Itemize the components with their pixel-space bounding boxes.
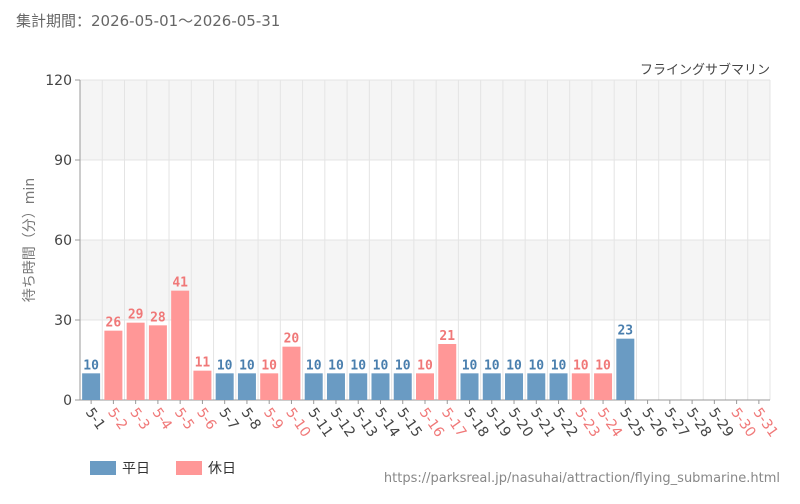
x-tick-label: 5-8: [238, 405, 264, 433]
bar-value-label: 10: [395, 358, 411, 373]
grid-band: [80, 80, 770, 160]
bar: [82, 373, 100, 400]
bar: [461, 373, 479, 400]
bar-value-label: 10: [506, 358, 522, 373]
legend: 平日 休日: [90, 458, 236, 478]
bar-value-label: 10: [595, 358, 611, 373]
legend-item-weekday: 平日: [90, 458, 150, 478]
legend-swatch-holiday: [176, 461, 202, 475]
bar-value-label: 10: [484, 358, 500, 373]
y-tick-label: 0: [63, 393, 72, 409]
x-tick-label: 5-6: [193, 405, 219, 433]
legend-label-holiday: 休日: [208, 458, 236, 478]
bar-value-label: 10: [373, 358, 389, 373]
x-tick-label: 5-31: [750, 405, 781, 440]
bar-value-label: 26: [106, 316, 122, 331]
x-tick-label: 5-2: [104, 405, 130, 433]
bar-value-label: 10: [528, 358, 544, 373]
y-axis-label: 待ち時間（分）min: [22, 178, 38, 302]
bar-value-label: 10: [261, 358, 277, 373]
bar: [171, 291, 189, 400]
bar: [371, 373, 389, 400]
bar-value-label: 10: [551, 358, 567, 373]
bar: [305, 373, 323, 400]
bar: [260, 373, 278, 400]
bar-value-label: 28: [150, 310, 166, 325]
chart-title: フライングサブマリン: [640, 62, 770, 78]
bar-value-label: 10: [462, 358, 478, 373]
bar-value-label: 10: [217, 358, 233, 373]
legend-item-holiday: 休日: [176, 458, 236, 478]
bar-value-label: 10: [239, 358, 255, 373]
source-url: https://parksreal.jp/nasuhai/attraction/…: [384, 471, 780, 486]
bar: [327, 373, 345, 400]
bar: [594, 373, 612, 400]
y-tick-label: 120: [45, 73, 72, 89]
bar: [616, 339, 634, 400]
bar-value-label: 10: [573, 358, 589, 373]
bar: [104, 331, 122, 400]
bar-value-label: 23: [617, 324, 633, 339]
x-tick-label: 5-7: [215, 405, 241, 433]
bar: [438, 344, 456, 400]
y-tick-label: 60: [54, 233, 72, 249]
bar-value-label: 11: [195, 356, 211, 371]
legend-label-weekday: 平日: [122, 458, 150, 478]
bar-value-label: 10: [328, 358, 344, 373]
bar: [127, 323, 145, 400]
bar: [238, 373, 256, 400]
bar-value-label: 21: [439, 329, 455, 344]
legend-swatch-weekday: [90, 461, 116, 475]
bar-value-label: 41: [172, 276, 188, 291]
x-tick-label: 5-3: [126, 405, 152, 433]
y-tick-label: 90: [54, 153, 72, 169]
bar-value-label: 10: [350, 358, 366, 373]
bar-value-label: 20: [284, 332, 300, 347]
x-tick-label: 5-9: [260, 405, 286, 433]
bar: [193, 371, 211, 400]
bar: [527, 373, 545, 400]
x-tick-label: 5-1: [82, 405, 108, 433]
bar-value-label: 10: [306, 358, 322, 373]
bar: [572, 373, 590, 400]
bar: [149, 325, 167, 400]
bar: [282, 347, 300, 400]
bar: [483, 373, 501, 400]
bar-value-label: 29: [128, 308, 144, 323]
bar-value-label: 10: [417, 358, 433, 373]
bar: [505, 373, 523, 400]
y-tick-label: 30: [54, 313, 72, 329]
bar-value-label: 10: [83, 358, 99, 373]
bar: [394, 373, 412, 400]
bar: [416, 373, 434, 400]
bar: [216, 373, 234, 400]
x-tick-label: 5-5: [171, 405, 197, 433]
x-tick-label: 5-4: [149, 405, 175, 433]
bar: [349, 373, 367, 400]
bar: [550, 373, 568, 400]
